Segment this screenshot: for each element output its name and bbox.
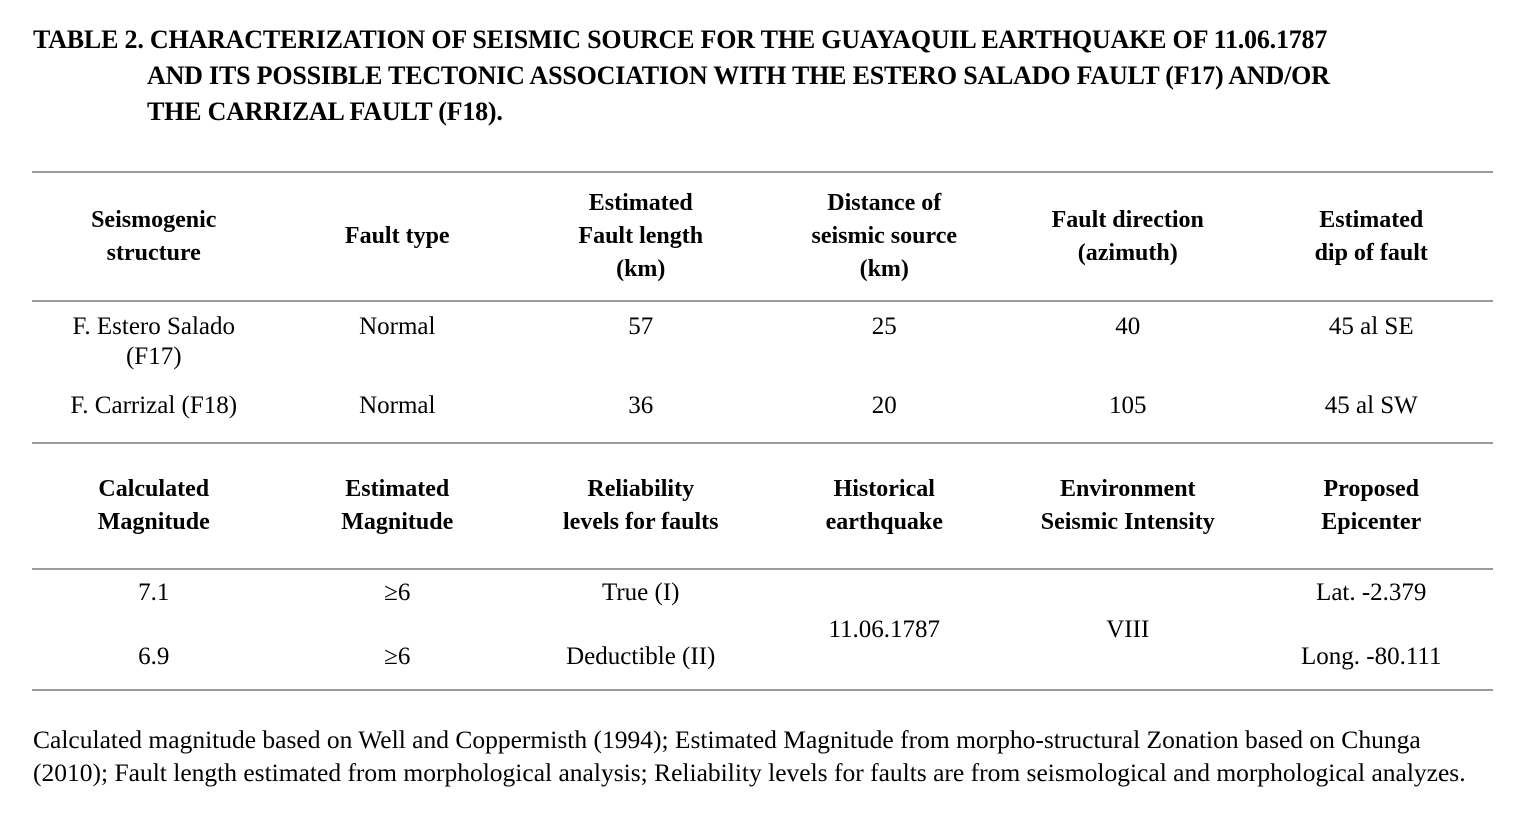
table-top-rule xyxy=(32,171,1493,173)
table-bottom-rule xyxy=(32,689,1493,691)
table1-body: F. Estero Salado (F17) Normal 57 25 40 4… xyxy=(32,301,1493,442)
cell-estero-salado-structure: F. Estero Salado (F17) xyxy=(72,313,236,370)
header-fault-type: Fault type xyxy=(344,223,450,249)
cell-estero-salado-fault-length: 57 xyxy=(628,313,654,340)
header-distance-seismic-source: Distance of seismic source (km) xyxy=(811,190,958,282)
cell-estero-salado-azimuth: 40 xyxy=(1115,313,1141,340)
header-estimated-magnitude: Estimated Magnitude xyxy=(341,476,454,535)
header-seismogenic-structure: Seismogenic structure xyxy=(91,206,217,266)
header-estimated-dip: Estimated dip of fault xyxy=(1314,206,1428,266)
header-historical-earthquake: Historical earthquake xyxy=(825,476,943,535)
cell-carrizal-azimuth: 105 xyxy=(1109,392,1147,419)
cell-estero-salado-distance: 25 xyxy=(871,313,897,340)
cell-carrizal-distance: 20 xyxy=(871,392,897,419)
cell-carrizal-fault-type: Normal xyxy=(359,392,436,419)
table1-header-row: Seismogenic structure Fault type Estimat… xyxy=(32,173,1493,300)
table-title-line-3: THE CARRIZAL FAULT (F18). xyxy=(147,97,503,126)
cell-estero-salado-dip: 45 al SE xyxy=(1328,313,1414,340)
cell-estimated-magnitude-2: ≥6 xyxy=(384,642,411,670)
header-environment-seismic-intensity: Environment Seismic Intensity xyxy=(1040,476,1215,535)
table-title: TABLE 2. CHARACTERIZATION OF SEISMIC SOU… xyxy=(33,22,1510,130)
table-title-line-1: TABLE 2. CHARACTERIZATION OF SEISMIC SOU… xyxy=(33,25,1328,54)
header2-divider-rule xyxy=(32,568,1493,570)
footnote-line-2: (2010); Fault length estimated from morp… xyxy=(33,758,1466,787)
header-reliability-levels: Reliability levels for faults xyxy=(562,476,719,535)
header-fault-direction: Fault direction (azimuth) xyxy=(1051,206,1204,266)
header-estimated-fault-length: Estimated Fault length (km) xyxy=(578,190,704,282)
cell-carrizal-fault-length: 36 xyxy=(628,392,654,419)
cell-carrizal-structure: F. Carrizal (F18) xyxy=(70,392,238,419)
cell-calculated-magnitude-2: 6.9 xyxy=(138,642,170,670)
header1-divider-rule xyxy=(32,300,1493,302)
cell-calculated-magnitude-1: 7.1 xyxy=(138,579,170,606)
section-divider-rule xyxy=(32,442,1493,444)
header-proposed-epicenter: Proposed Epicenter xyxy=(1321,476,1422,535)
cell-reliability-deductible: Deductible (II) xyxy=(566,642,716,670)
cell-epicenter-latitude: Lat. -2.379 xyxy=(1316,579,1427,606)
header-calculated-magnitude: Calculated Magnitude xyxy=(97,476,210,535)
cell-seismic-intensity: VIII xyxy=(1106,615,1150,643)
table2-header-row: Calculated Magnitude Estimated Magnitude… xyxy=(32,444,1493,568)
cell-epicenter-longitude: Long. -80.111 xyxy=(1301,642,1442,670)
cell-estimated-magnitude-1: ≥6 xyxy=(384,579,411,606)
cell-reliability-true: True (I) xyxy=(601,579,680,606)
cell-carrizal-dip: 45 al SW xyxy=(1324,392,1418,419)
cell-estero-salado-fault-type: Normal xyxy=(359,313,436,340)
cell-historical-earthquake-date: 11.06.1787 xyxy=(828,615,941,643)
table2-body: 7.1 ≥6 True (I) 11.06.1787 VIII Lat. -2.… xyxy=(32,570,1493,689)
table-title-line-2: AND ITS POSSIBLE TECTONIC ASSOCIATION WI… xyxy=(147,61,1330,90)
footnote-line-1: Calculated magnitude based on Well and C… xyxy=(33,725,1421,754)
table-footnote: Calculated magnitude based on Well and C… xyxy=(33,723,1510,789)
